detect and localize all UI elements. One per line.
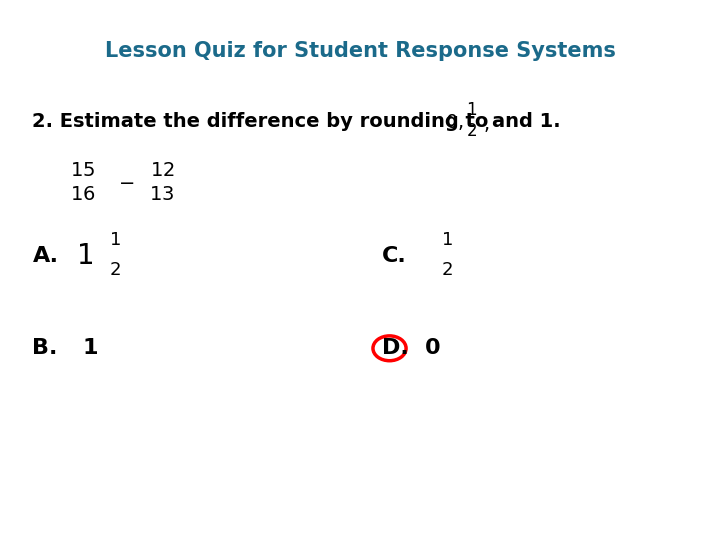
Text: $2$: $2$ [441, 261, 452, 279]
Text: 2. Estimate the difference by rounding to: 2. Estimate the difference by rounding t… [32, 112, 489, 131]
Text: $1$: $1$ [109, 231, 121, 249]
Text: Lesson Quiz for Student Response Systems: Lesson Quiz for Student Response Systems [104, 41, 616, 62]
Text: 0: 0 [425, 338, 441, 359]
Text: and 1.: and 1. [492, 112, 560, 131]
Text: $15$: $15$ [71, 160, 95, 180]
Text: $-$: $-$ [118, 172, 134, 192]
Text: $16$: $16$ [70, 185, 96, 204]
Text: $0,$: $0,$ [445, 111, 464, 132]
Text: 1: 1 [83, 338, 99, 359]
Text: C.: C. [382, 246, 406, 267]
Text: D.: D. [382, 338, 408, 359]
Text: $1$: $1$ [76, 242, 93, 271]
Text: $1$: $1$ [441, 231, 452, 249]
Text: B.: B. [32, 338, 58, 359]
Text: $2$: $2$ [109, 261, 121, 279]
Text: A.: A. [32, 246, 58, 267]
Text: $2$: $2$ [466, 122, 477, 140]
Text: $13$: $13$ [149, 185, 175, 204]
Text: $,$: $,$ [483, 114, 490, 134]
Text: $12$: $12$ [150, 160, 174, 180]
Text: $1$: $1$ [466, 100, 477, 119]
